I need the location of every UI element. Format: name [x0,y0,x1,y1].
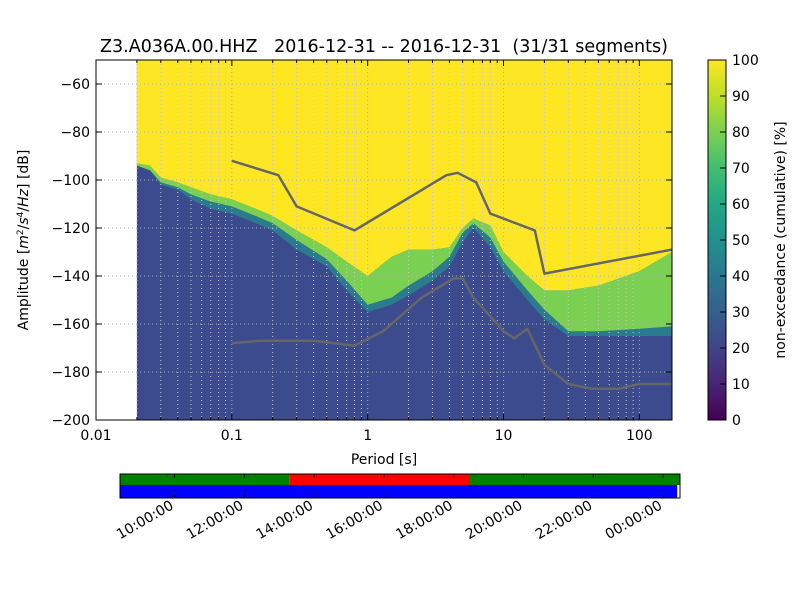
plot-frame [95,59,673,421]
timeline-bottom-segment [120,485,678,498]
timeline-bars [120,474,680,498]
colorbar-label: non-exceedance (cumulative) [%] [773,121,789,358]
percentile-line-1 [231,159,672,275]
grid [96,60,672,420]
x-tick-label: 100 [626,428,653,444]
colorbar-tick-label: 70 [732,161,750,177]
timeline-tick-label: 12:00:00 [184,498,246,543]
colorbar-tick-label: 30 [732,305,750,321]
x-tick-label: 10 [495,428,513,444]
y-tick-label: −100 [52,173,90,189]
x-tick-label: 0.1 [221,428,243,444]
colorbar-tick-label: 40 [732,269,750,285]
percentile-line-2 [231,277,672,391]
timeline: 10:00:00 12:00:00 14:00:00 16:00:00 18:00:00… [114,473,681,543]
y-tick-label: −120 [52,221,90,237]
colorbar-tick-label: 80 [732,125,750,141]
percentile-lines [231,159,672,391]
y-axis: −60 −80 −100 −120 −140 −160 −180 −200 [52,77,672,429]
timeline-top-segment [470,474,680,485]
colorbar-tick-label: 60 [732,197,750,213]
colorbar-tick-label: 100 [732,53,759,69]
timeline-frame [119,473,681,499]
x-tick-label: 1 [363,428,372,444]
colorbar-tick-label: 90 [732,89,750,105]
y-tick-label: −80 [60,125,90,141]
y-tick-label: −200 [52,413,90,429]
heatmap [136,60,672,420]
x-axis: 0.01 0.1 1 10 100 [80,60,653,444]
x-axis-label: Period [s] [351,452,417,468]
timeline-tick-label: 20:00:00 [463,498,525,543]
colorbar-ticks: 0 10 20 30 40 50 60 70 80 90 100 [720,53,759,429]
timeline-tick-label: 14:00:00 [254,498,316,543]
y-axis-label: Amplitude [m2/s4/Hz] [dB] [16,150,32,331]
chart-title: Z3.A036A.00.HHZ 2016-12-31 -- 2016-12-31… [100,37,668,57]
timeline-tick-label: 16:00:00 [323,498,385,543]
colorbar-tick-label: 20 [732,341,750,357]
timeline-tick-label: 22:00:00 [533,498,595,543]
timeline-tick-label: 18:00:00 [393,498,455,543]
y-tick-label: −160 [52,317,90,333]
timeline-tick-label: 00:00:00 [603,498,665,543]
colorbar-tick-label: 0 [732,413,741,429]
plot-area [96,60,672,420]
y-tick-label: −140 [52,269,90,285]
colorbar: 0 10 20 30 40 50 60 70 80 90 100 non-exceedance (c… [707,53,789,429]
psd-band-50-90 [136,163,672,332]
timeline-top-segment [289,474,470,485]
x-tick-label: 0.01 [80,428,111,444]
psd-band-90-100 [136,60,672,291]
colorbar-tick-label: 50 [732,233,750,249]
y-tick-label: −60 [60,77,90,93]
timeline-top-segment [120,474,290,485]
timeline-tick-label: 10:00:00 [114,498,176,543]
y-tick-label: −180 [52,365,90,381]
colorbar-tick-label: 10 [732,377,750,393]
